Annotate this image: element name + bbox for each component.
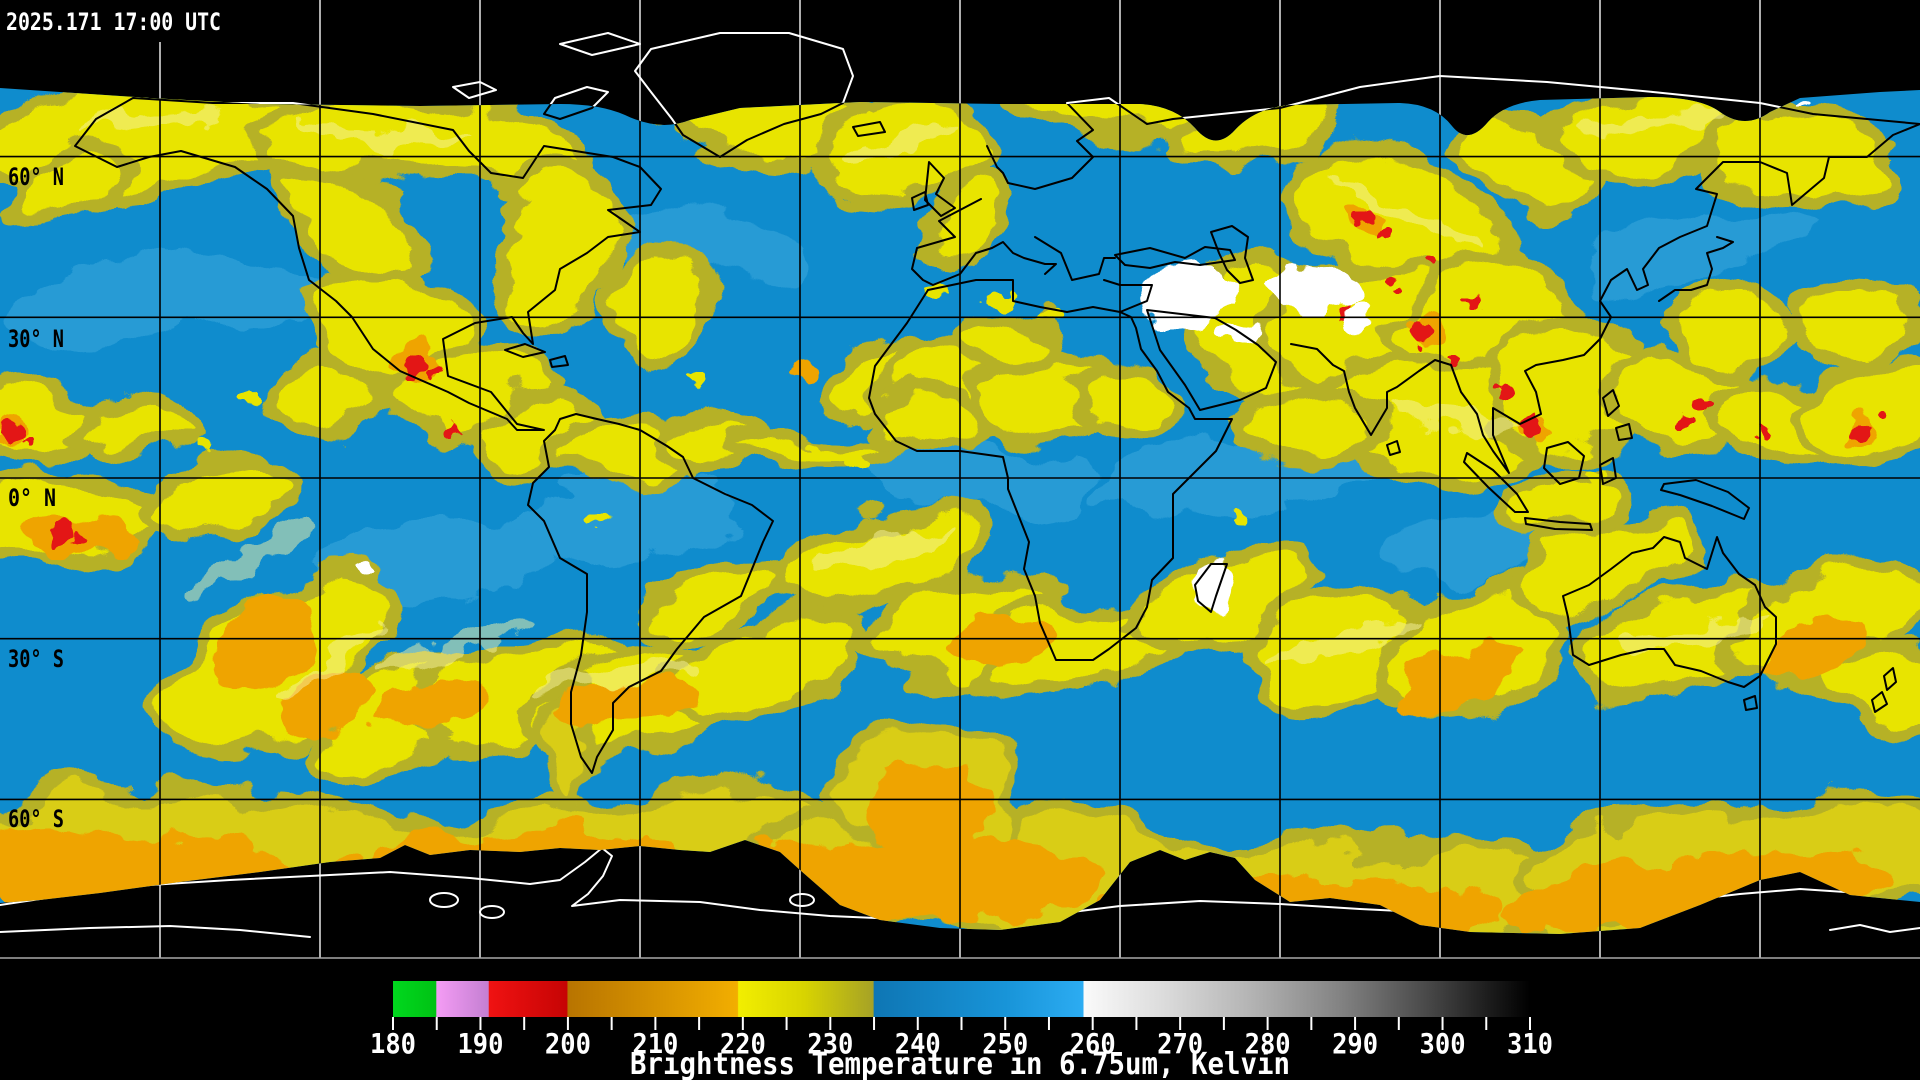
timestamp: 2025.171 17:00 UTC [6, 8, 221, 36]
colorbar-label-270: 270 [1157, 1027, 1203, 1060]
colorbar: 180 190 200 210 220 230 240 250 260 270 280 290 300 3… [370, 981, 1553, 1080]
colorbar-label-210: 210 [632, 1027, 678, 1060]
cloud-highlights [70, 106, 1769, 698]
colorbar-label-240: 240 [895, 1027, 941, 1060]
colorbar-ticks [392, 1017, 1531, 1030]
timestamp-backdrop [0, 0, 236, 42]
colorbar-label-280: 280 [1245, 1027, 1291, 1060]
colorbar-label-250: 250 [982, 1027, 1028, 1060]
lat-label-30s: 30° S [8, 645, 64, 673]
colorbar-label-220: 220 [720, 1027, 766, 1060]
colorbar-label-300: 300 [1420, 1027, 1466, 1060]
colorbar-label-260: 260 [1070, 1027, 1116, 1060]
colorbar-tick-labels: 180 190 200 210 220 230 240 250 260 270 280 290 300 3… [370, 1027, 1553, 1060]
data-swath [0, 88, 1920, 934]
colorbar-title: Brightness Temperature in 6.75um, Kelvin [630, 1047, 1290, 1080]
colorbar-label-310: 310 [1507, 1027, 1553, 1060]
graticule-on-data [0, 88, 1920, 934]
colorbar-label-200: 200 [545, 1027, 591, 1060]
colorbar-label-290: 290 [1332, 1027, 1378, 1060]
lat-label-30n: 30° N [8, 325, 64, 353]
lat-label-60n: 60° N [8, 163, 64, 191]
lat-label-60s: 60° S [8, 805, 64, 833]
cloud-specks [195, 113, 1612, 526]
lat-label-0n: 0° N [8, 484, 56, 512]
colorbar-label-190: 190 [457, 1027, 503, 1060]
colorbar-gradient-bar [393, 981, 1530, 1017]
latitude-labels: 60° N 30° N 0° N 30° S 60° S [8, 163, 64, 833]
colorbar-label-230: 230 [807, 1027, 853, 1060]
colorbar-label-180: 180 [370, 1027, 416, 1060]
